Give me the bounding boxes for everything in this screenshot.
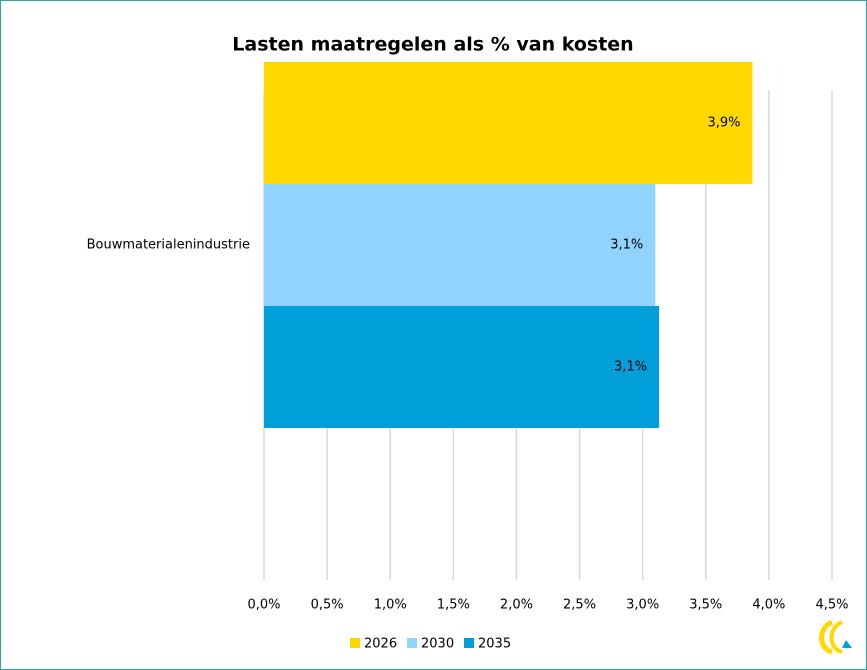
x-tick-label: 0,0% <box>247 598 280 613</box>
logo <box>819 619 852 655</box>
x-tick-label: 4,0% <box>752 598 785 613</box>
chart-title: Lasten maatregelen als % van kosten <box>232 34 633 56</box>
bar <box>264 184 656 306</box>
legend-label: 2030 <box>421 637 454 652</box>
data-label: 3,1% <box>610 238 643 253</box>
data-label: 3,1% <box>614 360 647 375</box>
bar <box>264 306 660 428</box>
x-tick-label: 0,5% <box>311 598 344 613</box>
legend-swatch <box>407 638 417 648</box>
bar <box>264 62 753 184</box>
x-tick-label: 3,5% <box>689 598 722 613</box>
x-tick-label: 2,0% <box>500 598 533 613</box>
y-tick-label: Bouwmaterialenindustrie <box>87 238 250 253</box>
data-label: 3,9% <box>707 116 740 131</box>
legend-label: 2035 <box>478 637 511 652</box>
legend-label: 2026 <box>364 637 397 652</box>
x-tick-label: 3,0% <box>626 598 659 613</box>
x-tick-label: 1,0% <box>374 598 407 613</box>
legend-swatch <box>350 638 360 648</box>
x-tick-label: 1,5% <box>437 598 470 613</box>
x-tick-label: 4,5% <box>815 598 848 613</box>
x-tick-label: 2,5% <box>563 598 596 613</box>
legend-swatch <box>464 638 474 648</box>
